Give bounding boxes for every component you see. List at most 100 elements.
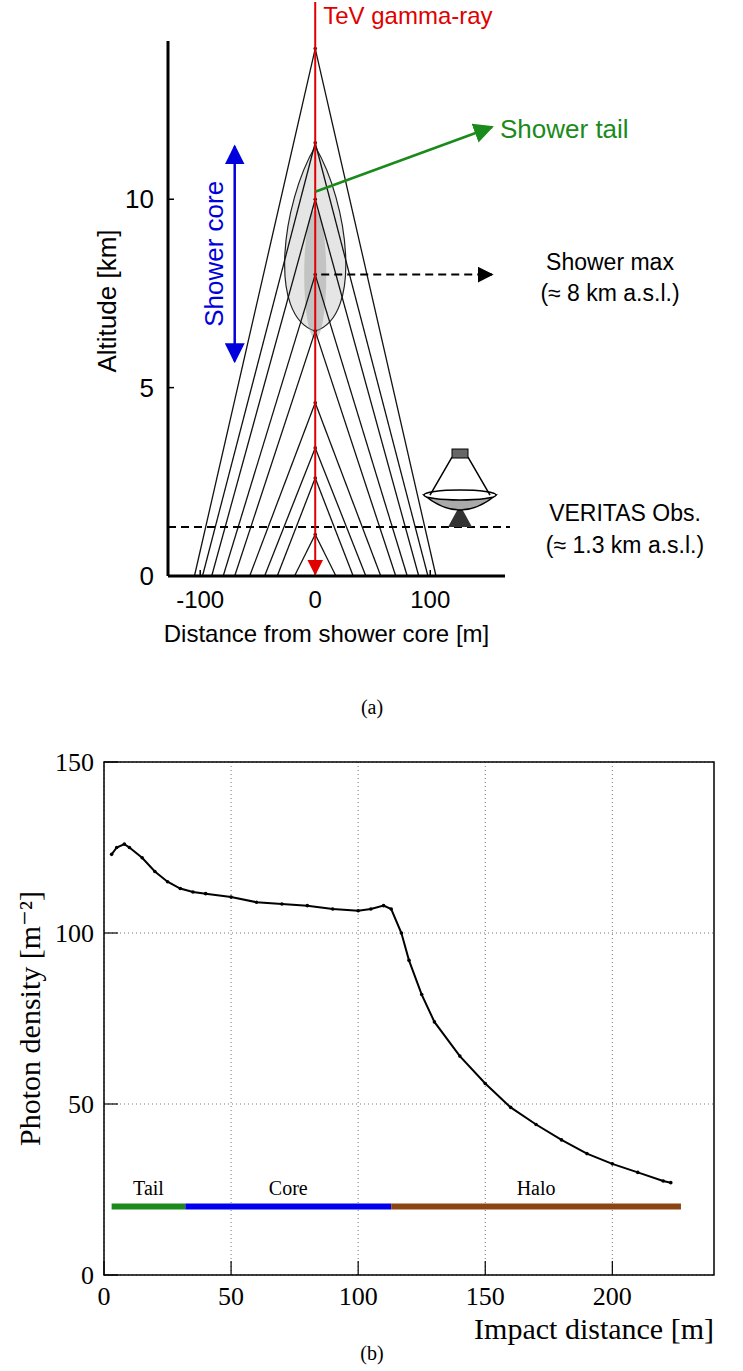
data-point — [458, 1054, 462, 1058]
x-axis — [168, 575, 505, 578]
data-point — [128, 846, 132, 850]
telescope-icon — [424, 449, 496, 527]
data-point — [585, 1152, 589, 1156]
figure: 0 5 10 -100 0 100 Distance from shower core [m… — [0, 0, 743, 1371]
data-point — [140, 856, 144, 860]
telescope-struts — [430, 457, 490, 495]
data-point — [153, 870, 157, 874]
grid-line — [231, 762, 232, 1275]
grid-line — [612, 762, 613, 1275]
caption: (a) — [361, 696, 383, 719]
grid-line — [358, 762, 359, 1275]
data-point — [369, 907, 373, 911]
y-tick — [168, 198, 174, 200]
y-axis — [167, 41, 170, 576]
cherenkov-ray — [223, 275, 315, 576]
y-tick-label: 150 — [55, 748, 94, 777]
shower-tail-label: Shower tail — [500, 114, 629, 144]
y-tick-label: 10 — [125, 184, 154, 214]
x-tick-label: 150 — [466, 1282, 505, 1311]
x-tick — [358, 1261, 359, 1275]
observatory-note: (≈ 1.3 km a.s.l.) — [546, 532, 704, 558]
y-tick-label: 50 — [68, 1090, 94, 1119]
x-tick-label: 200 — [593, 1282, 632, 1311]
data-point — [331, 907, 335, 911]
data-point — [306, 904, 310, 908]
caption: (b) — [360, 1342, 383, 1365]
gamma-ray-track — [314, 2, 316, 574]
cherenkov-ray — [315, 478, 353, 576]
data-point — [534, 1123, 538, 1127]
data-point — [191, 890, 195, 894]
y-tick — [104, 1103, 118, 1104]
x-tick — [199, 570, 201, 576]
cherenkov-ray — [235, 331, 316, 576]
data-point — [389, 907, 393, 911]
x-tick — [429, 570, 431, 576]
data-point — [483, 1082, 487, 1086]
x-tick-label: 0 — [309, 586, 322, 613]
x-tick-label: 50 — [218, 1282, 244, 1311]
shower-max-note: (≈ 8 km a.s.l.) — [540, 280, 679, 306]
shower-tail-arrow — [315, 127, 492, 192]
data-point — [110, 853, 114, 857]
y-axis-title: Altitude [km] — [92, 229, 122, 372]
cherenkov-ray — [295, 535, 316, 576]
data-line — [112, 844, 671, 1183]
cherenkov-ray — [315, 448, 366, 576]
panel-a: 0 5 10 -100 0 100 Distance from shower core [m… — [92, 2, 704, 647]
cherenkov-ray — [194, 49, 315, 576]
shower-core-arrow — [233, 146, 236, 361]
region-label: Core — [269, 1177, 308, 1199]
grid-line — [485, 762, 486, 1275]
region-label: Halo — [517, 1177, 556, 1199]
x-tick — [485, 1261, 486, 1275]
telescope-rim — [424, 490, 496, 500]
y-tick — [168, 575, 174, 577]
data-point — [407, 959, 411, 963]
x-tick-label: -100 — [176, 586, 224, 613]
cherenkov-ray — [315, 275, 407, 576]
y-tick-label: 5 — [140, 373, 154, 403]
y-tick — [168, 387, 174, 389]
data-point — [636, 1171, 640, 1175]
cherenkov-ray — [315, 143, 428, 576]
data-point — [433, 1020, 437, 1024]
region-bar — [112, 1204, 186, 1210]
cherenkov-ray — [250, 403, 316, 576]
data-point — [280, 902, 284, 906]
y-axis-title: Photon density [m⁻²] — [13, 891, 46, 1146]
data-point — [382, 904, 386, 908]
y-tick — [104, 932, 118, 933]
region-label: Tail — [133, 1177, 164, 1199]
cherenkov-ray — [315, 199, 419, 576]
data-point — [255, 900, 259, 904]
x-tick-label: 100 — [339, 1282, 378, 1311]
x-tick-label: 100 — [410, 586, 450, 613]
y-tick-label: 100 — [55, 919, 94, 948]
data-point — [560, 1138, 564, 1142]
cherenkov-ray — [315, 403, 381, 576]
observatory-label: VERITAS Obs. — [549, 500, 701, 526]
grid-line — [104, 933, 714, 934]
cherenkov-ray — [315, 535, 336, 576]
data-point — [669, 1181, 673, 1185]
data-point — [115, 846, 119, 850]
panel-b: 050100150050100150200TailCoreHaloPhoton … — [13, 748, 714, 1345]
plot-frame — [104, 762, 714, 1275]
data-point — [123, 842, 127, 846]
plot-data — [110, 842, 681, 1206]
shower-max-arrow — [321, 274, 492, 276]
data-point — [509, 1106, 513, 1110]
y-tick-label: 0 — [140, 561, 154, 591]
x-axis-title: Distance from shower core [m] — [164, 620, 489, 647]
y-tick-label: 0 — [81, 1261, 94, 1290]
cherenkov-ray — [315, 49, 436, 576]
gamma-ray-label: TeV gamma-ray — [323, 2, 492, 29]
data-point — [166, 880, 170, 884]
x-axis-title: Impact distance [m] — [474, 1312, 714, 1345]
x-tick — [230, 1261, 231, 1275]
region-bar — [185, 1204, 391, 1210]
cherenkov-ray — [315, 331, 396, 576]
cherenkov-ray — [265, 448, 316, 576]
